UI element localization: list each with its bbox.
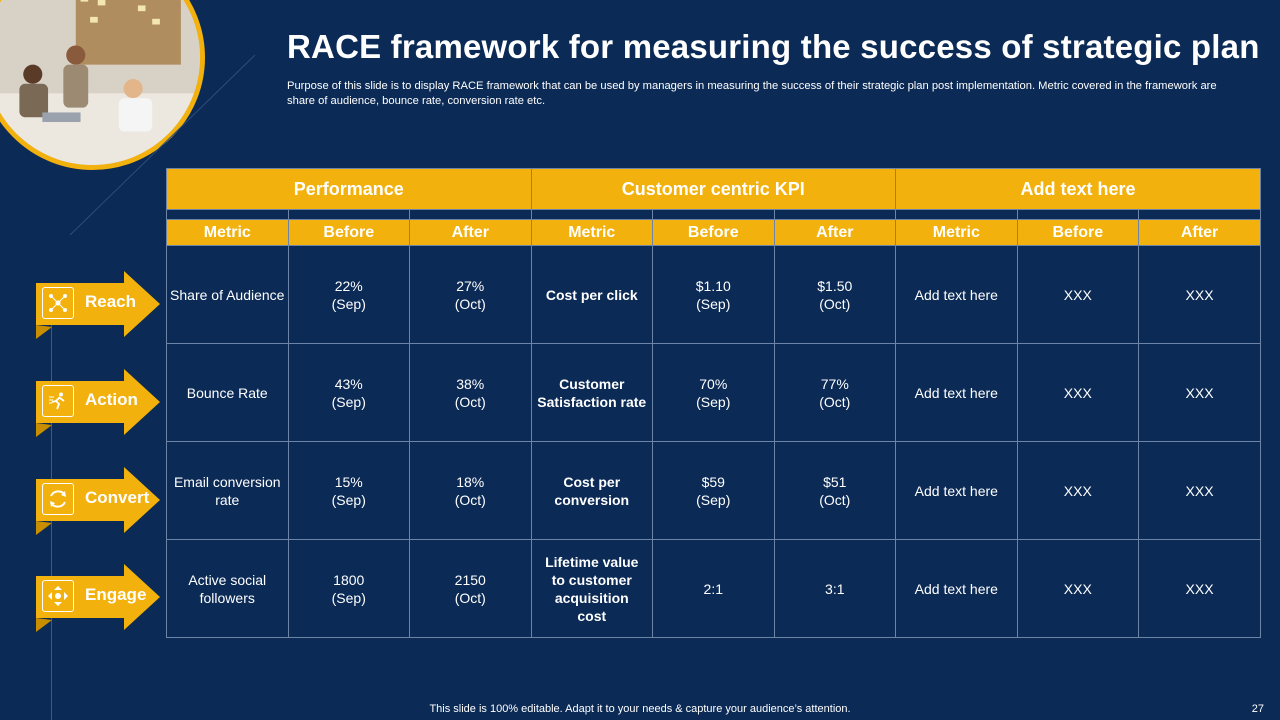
- table-cell: 18% (Oct): [409, 441, 532, 540]
- engage-arrows-icon: [42, 580, 74, 612]
- stage-action[interactable]: Action: [36, 369, 162, 437]
- stage-label: Action: [85, 390, 138, 409]
- race-framework-table: Performance Customer centric KPI Add tex…: [166, 168, 1262, 638]
- group-header: Add text here: [895, 168, 1262, 210]
- group-header: Customer centric KPI: [530, 168, 897, 210]
- table-row-engage: Active social followers 1800 (Sep) 2150 …: [166, 539, 1262, 638]
- stage-label: Convert: [85, 488, 150, 507]
- group-header-row: Performance Customer centric KPI Add tex…: [166, 168, 1262, 210]
- table-cell: XXX: [1016, 539, 1140, 638]
- group-header: Performance: [166, 168, 532, 210]
- page-title: RACE framework for measuring the success…: [287, 28, 1260, 65]
- table-cell: Cost per conversion: [530, 441, 654, 540]
- table-row-reach: Share of Audience 22% (Sep) 27% (Oct) Co…: [166, 245, 1262, 344]
- table-cell: $1.10 (Sep): [652, 245, 775, 344]
- column-header: After: [773, 219, 897, 246]
- table-cell: XXX: [1138, 539, 1262, 638]
- stage-label: Engage: [85, 585, 147, 604]
- table-cell: Add text here: [895, 245, 1018, 344]
- table-cell: 38% (Oct): [409, 343, 532, 442]
- column-header: Metric: [895, 219, 1018, 246]
- column-header: Before: [287, 219, 410, 246]
- table-cell: XXX: [1138, 245, 1262, 344]
- table-cell: Bounce Rate: [166, 343, 289, 442]
- table-cell: 2:1: [652, 539, 775, 638]
- table-cell: 70% (Sep): [652, 343, 775, 442]
- table-row-convert: Email conversion rate 15% (Sep) 18% (Oct…: [166, 441, 1262, 540]
- table-cell: 1800 (Sep): [287, 539, 410, 638]
- table-cell: $51 (Oct): [773, 441, 897, 540]
- table-cell: XXX: [1016, 441, 1140, 540]
- table-cell: 22% (Sep): [287, 245, 410, 344]
- table-cell: Cost per click: [530, 245, 654, 344]
- table-cell: XXX: [1016, 245, 1140, 344]
- column-header: Metric: [166, 219, 289, 246]
- spacer-row: [166, 209, 1262, 220]
- cycle-icon: [42, 483, 74, 515]
- page-subtitle: Purpose of this slide is to display RACE…: [287, 80, 1217, 107]
- table-cell: Customer Satisfaction rate: [530, 343, 654, 442]
- table-cell: Email conversion rate: [166, 441, 289, 540]
- column-header: After: [409, 219, 532, 246]
- table-cell: Add text here: [895, 539, 1018, 638]
- table-cell: $59 (Sep): [652, 441, 775, 540]
- network-icon: [42, 287, 74, 319]
- table-cell: 77% (Oct): [773, 343, 897, 442]
- column-header: Before: [652, 219, 775, 246]
- stage-reach[interactable]: Reach: [36, 271, 162, 339]
- table-cell: Add text here: [895, 343, 1018, 442]
- footer-note: This slide is 100% editable. Adapt it to…: [429, 703, 851, 715]
- column-header: Metric: [530, 219, 654, 246]
- column-header-row: Metric Before After Metric Before After …: [166, 219, 1262, 246]
- page-number: 27: [1251, 703, 1264, 715]
- table-cell: 27% (Oct): [409, 245, 532, 344]
- column-header: Before: [1016, 219, 1140, 246]
- table-row-action: Bounce Rate 43% (Sep) 38% (Oct) Customer…: [166, 343, 1262, 442]
- table-cell: 15% (Sep): [287, 441, 410, 540]
- table-cell: 43% (Sep): [287, 343, 410, 442]
- table-cell: 3:1: [773, 539, 897, 638]
- team-meeting-photo: [0, 0, 205, 170]
- table-cell: Lifetime value to customer acquisition c…: [530, 539, 654, 638]
- table-cell: $1.50 (Oct): [773, 245, 897, 344]
- stage-convert[interactable]: Convert: [36, 467, 162, 535]
- column-header: After: [1138, 219, 1262, 246]
- table-cell: Add text here: [895, 441, 1018, 540]
- table-cell: Active social followers: [166, 539, 289, 638]
- table-cell: 2150 (Oct): [409, 539, 532, 638]
- table-cell: XXX: [1138, 441, 1262, 540]
- runner-icon: [42, 385, 74, 417]
- table-cell: XXX: [1016, 343, 1140, 442]
- stage-label: Reach: [85, 292, 137, 311]
- table-cell: Share of Audience: [166, 245, 289, 344]
- table-cell: XXX: [1138, 343, 1262, 442]
- stage-engage[interactable]: Engage: [36, 564, 162, 632]
